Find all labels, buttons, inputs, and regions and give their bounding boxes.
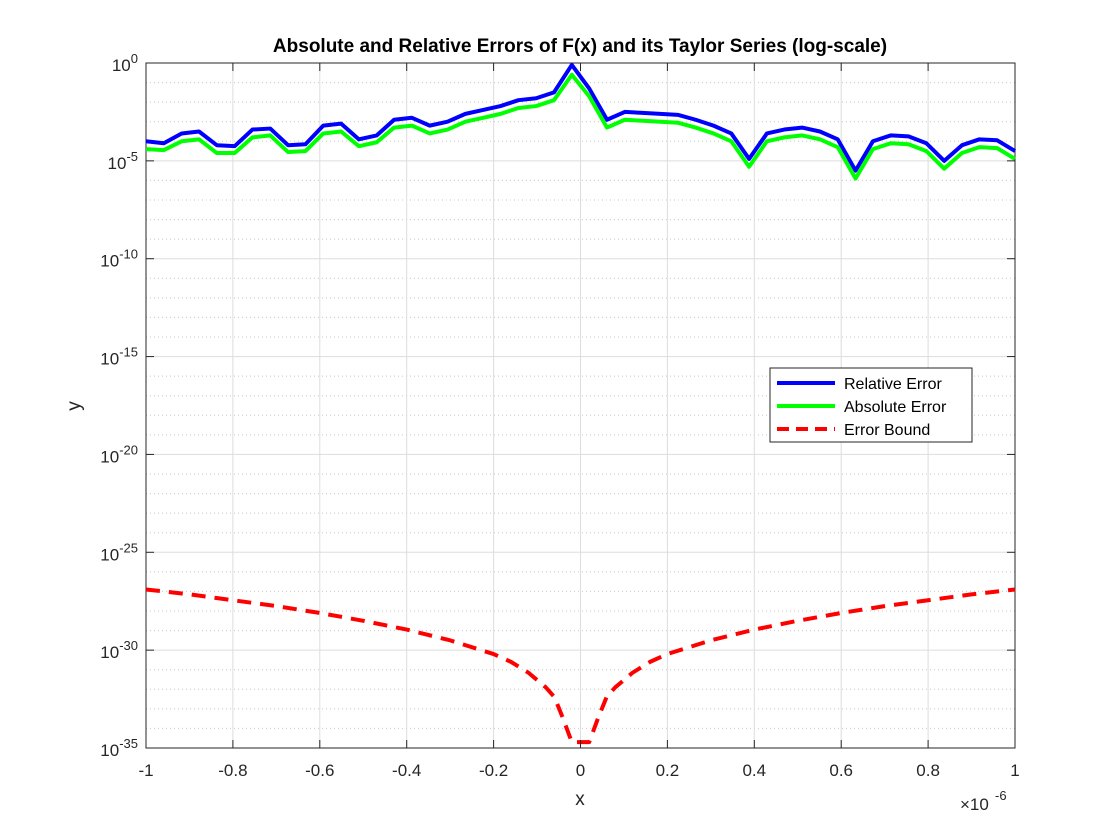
x-axis-label: x — [575, 789, 585, 810]
x-tick-label: 0.6 — [829, 761, 853, 780]
legend-label-absolute-error: Absolute Error — [844, 399, 947, 416]
x-exponent-base: ×10 — [960, 795, 989, 814]
x-exponent-label: ×10 -6 — [960, 788, 1007, 814]
chart-title: Absolute and Relative Errors of F(x) and… — [273, 36, 887, 57]
x-tick-label: 0 — [576, 761, 585, 780]
y-axis-label: y — [64, 401, 85, 411]
y-tick-label: 10-35 — [100, 736, 138, 760]
y-tick-label: 10-10 — [100, 247, 138, 271]
y-tick-label: 10-5 — [108, 149, 138, 173]
y-tick-label: 10-30 — [100, 638, 138, 662]
y-tick-label: 100 — [112, 51, 138, 75]
y-tick-label: 10-25 — [100, 540, 138, 564]
grid-layer — [145, 62, 1016, 749]
x-tick-label: 0.8 — [916, 761, 940, 780]
x-tick-label: -1 — [138, 761, 153, 780]
x-tick-label: 0.4 — [742, 761, 766, 780]
x-tick-label: -0.6 — [305, 761, 334, 780]
legend-label-relative-error: Relative Error — [844, 376, 942, 393]
x-exponent-power: -6 — [995, 788, 1007, 803]
x-tick-label: -0.2 — [479, 761, 508, 780]
x-tick-label: 0.2 — [656, 761, 680, 780]
tick-layer: -1 -0.8 -0.6 -0.4 -0.2 0 0.2 0.4 0.6 0.8 1 100 10-5 1… — [100, 51, 1019, 780]
series-line-relative-error — [145, 62, 1017, 173]
legend-label-error-bound: Error Bound — [844, 422, 930, 439]
y-tick-label: 10-20 — [100, 442, 138, 466]
series-line-absolute-error — [145, 72, 1017, 181]
x-tick-label: -0.4 — [392, 761, 421, 780]
y-tick-label: 10-15 — [100, 345, 138, 369]
legend: Relative Error Absolute Error Error Boun… — [769, 367, 973, 443]
x-tick-label: -0.8 — [218, 761, 247, 780]
x-tick-label: 1 — [1010, 761, 1019, 780]
